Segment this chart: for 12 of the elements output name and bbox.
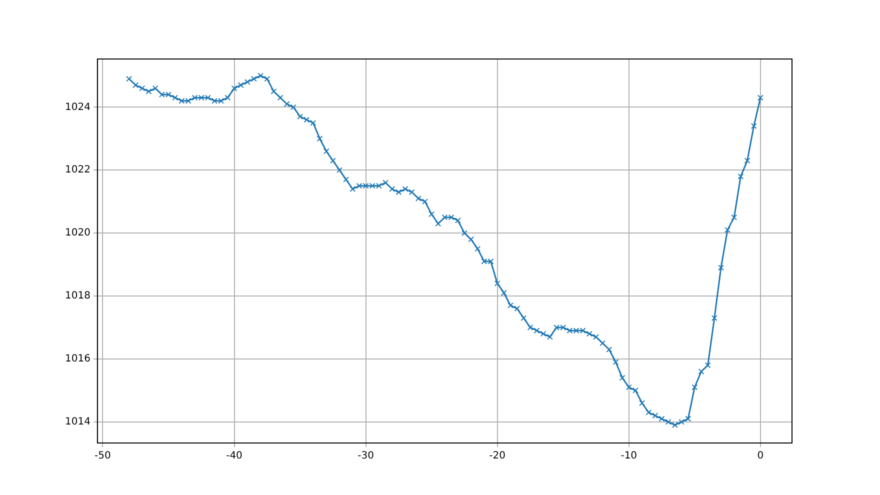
x-tick-label: -50 xyxy=(94,450,111,462)
y-tick-label: 1022 xyxy=(64,164,90,176)
x-tick-label: -30 xyxy=(358,450,374,462)
x-tick-label: 0 xyxy=(757,450,764,462)
y-tick-label: 1024 xyxy=(64,102,90,113)
y-tick-label: 1018 xyxy=(64,290,90,302)
x-tick-label: -20 xyxy=(489,450,506,462)
x-tick-label: -10 xyxy=(620,450,638,462)
y-tick-label: 1020 xyxy=(64,228,90,239)
x-tick-label: -40 xyxy=(226,450,242,462)
y-tick-label: 1014 xyxy=(64,416,90,428)
y-tick-label: 1016 xyxy=(64,354,90,365)
